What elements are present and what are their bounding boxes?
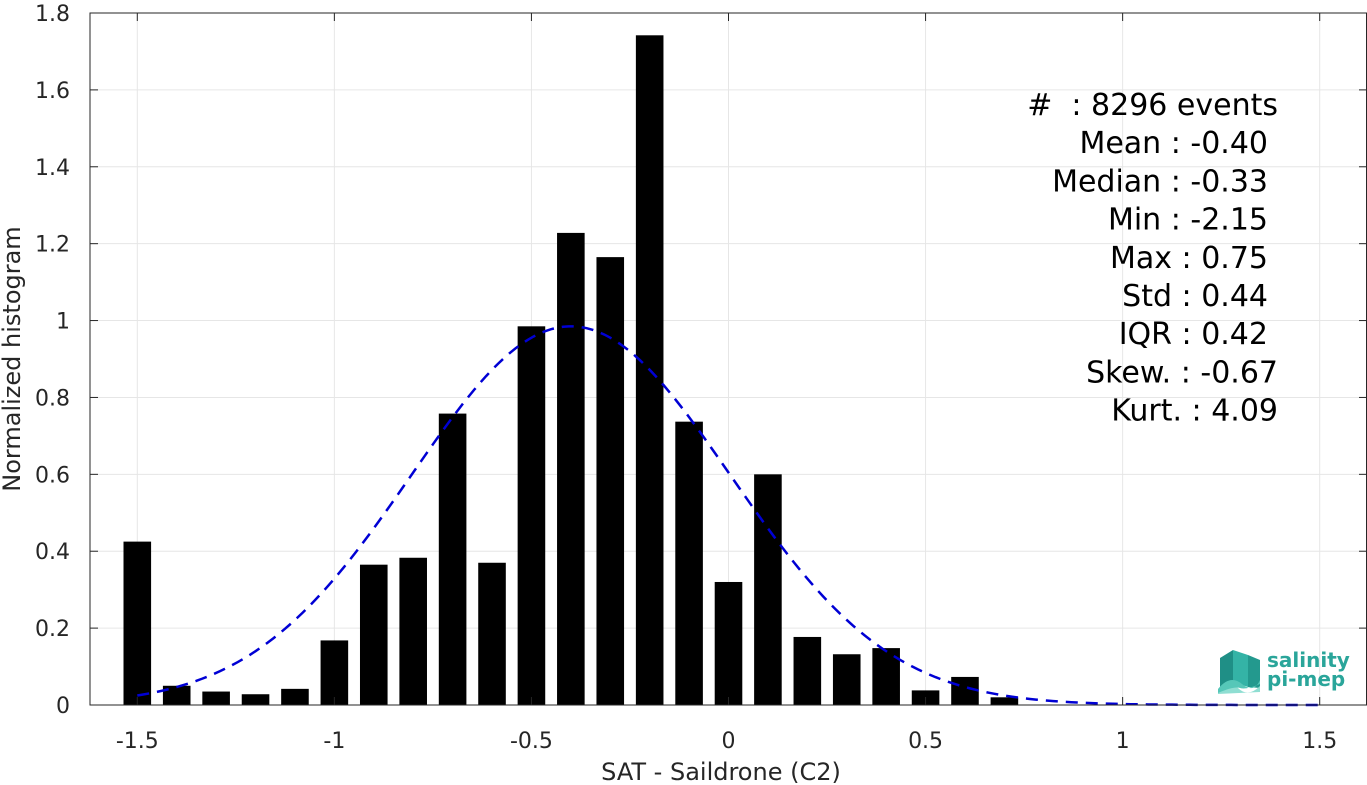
histogram-bar [123,541,152,705]
y-tick-label: 1.2 [35,233,70,258]
histogram-bar [438,413,467,705]
stat-line: # : 8296 events [1027,88,1278,123]
x-tick-label: 1 [1116,729,1130,754]
x-tick-label: -0.5 [510,729,553,754]
y-tick-label: 0.8 [35,386,70,411]
y-tick-label: 1.8 [35,2,70,27]
histogram-bar [557,232,585,705]
stat-line: IQR : 0.42 [1119,317,1268,352]
y-tick-label: 0.4 [35,540,70,565]
salinity-pimep-logo: salinity pi-mep [1218,648,1350,694]
y-tick-label: 1 [56,310,70,335]
x-tick-label: -1 [323,729,345,754]
histogram-bar [754,474,782,705]
histogram-bars [123,35,1019,705]
histogram-bar [478,562,506,705]
histogram-bar [399,557,427,705]
stat-line: Min : -2.15 [1108,203,1268,238]
histogram-bar [162,685,191,705]
stat-line: Skew. : -0.67 [1086,355,1278,390]
normal-fit-curve [137,325,1320,707]
histogram-bar [596,257,625,705]
histogram-bar [951,676,979,705]
stat-line: Max : 0.75 [1110,241,1268,276]
histogram-bar [202,691,230,705]
x-tick-label: 1.5 [1302,729,1337,754]
x-axis-title: SAT - Saildrone (C2) [601,758,841,785]
histogram-bar [281,688,309,705]
histogram-bar [320,640,349,705]
stat-line: Median : -0.33 [1052,164,1268,199]
stat-line: Mean : -0.40 [1079,126,1268,161]
x-tick-label: 0.5 [908,729,943,754]
stat-line: Std : 0.44 [1122,279,1268,314]
histogram-bar [793,636,822,705]
y-tick-label: 1.4 [35,156,70,181]
histogram-bar [990,697,1019,705]
histogram-bar [714,581,743,705]
y-tick-label: 0.2 [35,617,70,642]
logo-icon [1218,650,1260,694]
y-tick-label: 0.6 [35,463,70,488]
stat-line: Kurt. : 4.09 [1111,394,1278,429]
histogram-bar [241,694,270,705]
x-tick-label: -1.5 [116,729,159,754]
logo-line2: pi-mep [1267,667,1345,691]
x-axis-ticks: -1.5 -1 -0.5 0 0.5 1 1.5 [116,13,1337,754]
y-axis-title: Normalized histogram [0,226,26,491]
histogram-bar [359,564,388,705]
y-tick-label: 0 [56,694,70,719]
histogram-bar [832,654,861,705]
y-tick-label: 1.6 [35,79,70,104]
histogram-bar [517,326,546,705]
y-axis-ticks: 0 0.2 0.4 0.6 0.8 1 1.2 1.4 1.6 1.8 [35,2,1367,719]
histogram-bar [675,421,703,705]
logo-line1: salinity [1267,648,1350,672]
x-tick-label: 0 [722,729,736,754]
